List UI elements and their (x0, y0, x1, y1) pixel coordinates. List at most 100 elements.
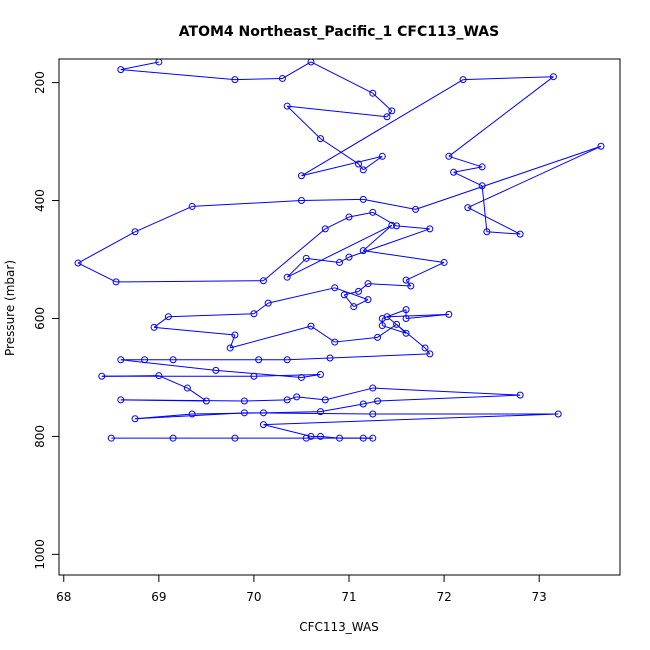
data-point (393, 222, 401, 230)
data-point (459, 76, 467, 84)
data-point (283, 273, 291, 281)
data-point (98, 372, 106, 380)
series-segment (367, 283, 411, 287)
series-segment (310, 325, 336, 343)
series-segment (334, 336, 378, 343)
data-point (369, 384, 377, 392)
series-segment (387, 313, 449, 318)
data-point (378, 314, 386, 322)
x-tick-label: 70 (246, 590, 261, 604)
data-point (112, 278, 120, 286)
series-segment (306, 257, 340, 263)
data-point (340, 291, 348, 299)
x-tick-label: 73 (532, 590, 547, 604)
series-segment (358, 283, 369, 292)
data-point (297, 373, 305, 381)
data-point (359, 434, 367, 442)
series-segment (325, 216, 350, 230)
data-point (278, 74, 286, 82)
series-segment (287, 357, 331, 361)
series-segment (363, 198, 416, 210)
series-segment (386, 110, 393, 118)
series-layer (74, 59, 605, 442)
series-segment (310, 61, 374, 94)
series-segment (377, 394, 521, 402)
series-segment (453, 166, 483, 173)
data-point (393, 320, 401, 328)
data-point (388, 221, 396, 229)
data-point (402, 306, 410, 314)
data-point (169, 434, 177, 442)
data-point (426, 350, 434, 358)
data-point (150, 323, 158, 331)
series-segment (286, 224, 393, 278)
data-point (364, 296, 372, 304)
series-segment (362, 224, 393, 252)
series-segment (301, 155, 383, 177)
data-point (407, 282, 415, 290)
data-point (412, 205, 420, 213)
data-point (554, 410, 562, 418)
series-segment (325, 387, 373, 401)
series-segment (253, 373, 321, 377)
series-segment (339, 256, 350, 263)
series-segment (286, 105, 321, 139)
data-point (164, 313, 172, 321)
x-axis-label: CFC113_WAS (299, 620, 379, 634)
data-point (388, 107, 396, 115)
series-segment (348, 228, 430, 258)
data-point (359, 166, 367, 174)
data-point (250, 372, 258, 380)
series-segment (396, 225, 430, 230)
data-point (369, 208, 377, 216)
data-point (478, 163, 486, 171)
series-segment (77, 262, 117, 283)
data-point (421, 344, 429, 352)
data-point (307, 322, 315, 330)
data-point (374, 397, 382, 405)
series-segment (405, 279, 412, 287)
data-point (316, 408, 324, 416)
data-point (297, 172, 305, 180)
data-point (516, 391, 524, 399)
data-point (231, 434, 239, 442)
data-point (426, 225, 434, 233)
data-point (516, 230, 524, 238)
data-point (297, 197, 305, 205)
y-tick-label: 400 (33, 189, 47, 212)
data-point (202, 397, 210, 405)
series-segment (244, 399, 288, 402)
series-segment (448, 155, 483, 168)
series-segment (301, 198, 364, 202)
data-point (402, 276, 410, 284)
series-segment (154, 326, 235, 336)
series-segment (287, 105, 388, 118)
series-segment (168, 313, 254, 318)
series-segment (234, 77, 283, 81)
series-segment (343, 294, 355, 307)
series-segment (344, 290, 359, 296)
series-segment (263, 413, 559, 426)
data-point (321, 396, 329, 404)
data-point (293, 393, 301, 401)
data-point (255, 356, 263, 364)
data-point (226, 344, 234, 352)
series-segment (362, 155, 383, 171)
data-point (283, 102, 291, 110)
data-point (302, 254, 310, 262)
data-point (231, 331, 239, 339)
series-segment (268, 287, 335, 304)
data-point (316, 432, 324, 440)
data-point (240, 409, 248, 417)
data-point (355, 160, 363, 168)
series-segment (286, 257, 307, 278)
data-point (131, 415, 139, 423)
data-point (369, 89, 377, 97)
series-segment (334, 287, 369, 301)
series-segment (448, 76, 554, 157)
data-point (450, 168, 458, 176)
x-tick-label: 71 (341, 590, 356, 604)
data-point (331, 284, 339, 292)
